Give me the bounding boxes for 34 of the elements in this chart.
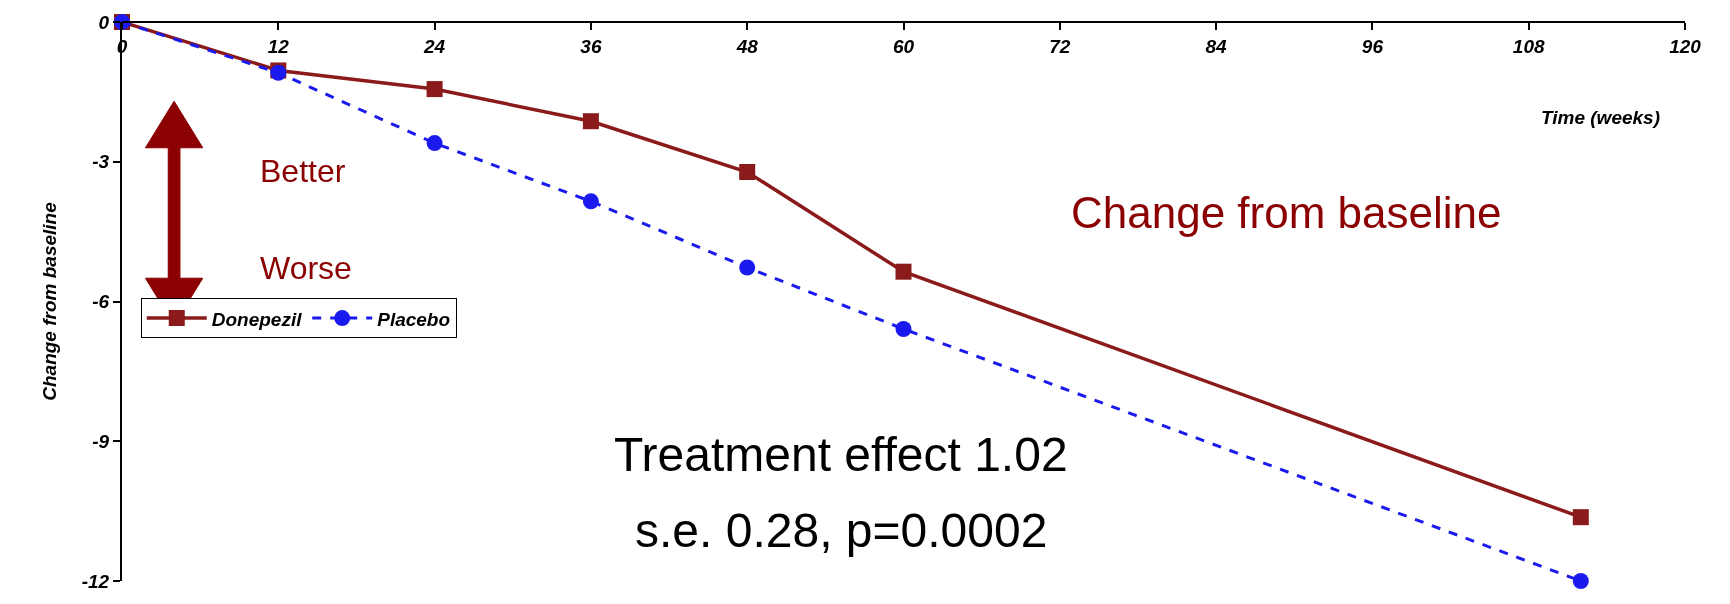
x-tick-label: 96: [1361, 35, 1384, 57]
y-tick-label: -3: [92, 151, 110, 173]
legend-label: Donepezil: [211, 308, 303, 330]
point: [426, 81, 443, 98]
legend-label: Placebo: [377, 308, 451, 330]
x-tick-label: 108: [1512, 35, 1545, 57]
point: [426, 135, 443, 152]
y-axis-title: Change from baseline: [39, 201, 61, 401]
y-tick-label: -12: [81, 570, 110, 592]
x-axis-title: Time (weeks): [1541, 107, 1660, 128]
y-tick-label: -6: [92, 291, 110, 313]
point: [739, 164, 756, 180]
x-tick-label: 36: [580, 35, 602, 57]
annotation: Change from baseline: [1071, 188, 1502, 237]
annotation: Worse: [260, 250, 352, 286]
annotation: Better: [260, 153, 346, 189]
point: [582, 113, 599, 130]
x-tick-label: 12: [267, 35, 290, 57]
point: [739, 259, 756, 276]
x-tick-label: 24: [423, 35, 446, 57]
x-tick-label: 84: [1205, 35, 1228, 57]
x-tick-label: 60: [892, 35, 915, 57]
x-tick-label: 120: [1669, 35, 1702, 57]
point: [582, 193, 599, 210]
y-tick-label: -9: [92, 430, 110, 452]
annotation: Treatment effect 1.02: [614, 428, 1068, 481]
x-tick-label: 72: [1049, 35, 1071, 57]
point: [895, 263, 912, 280]
point: [895, 320, 912, 337]
point: [1572, 509, 1589, 526]
annotation: s.e. 0.28, p=0.0002: [635, 504, 1048, 557]
point: [1572, 573, 1589, 589]
y-tick-label: 0: [98, 11, 110, 33]
x-tick-label: 48: [735, 35, 759, 57]
